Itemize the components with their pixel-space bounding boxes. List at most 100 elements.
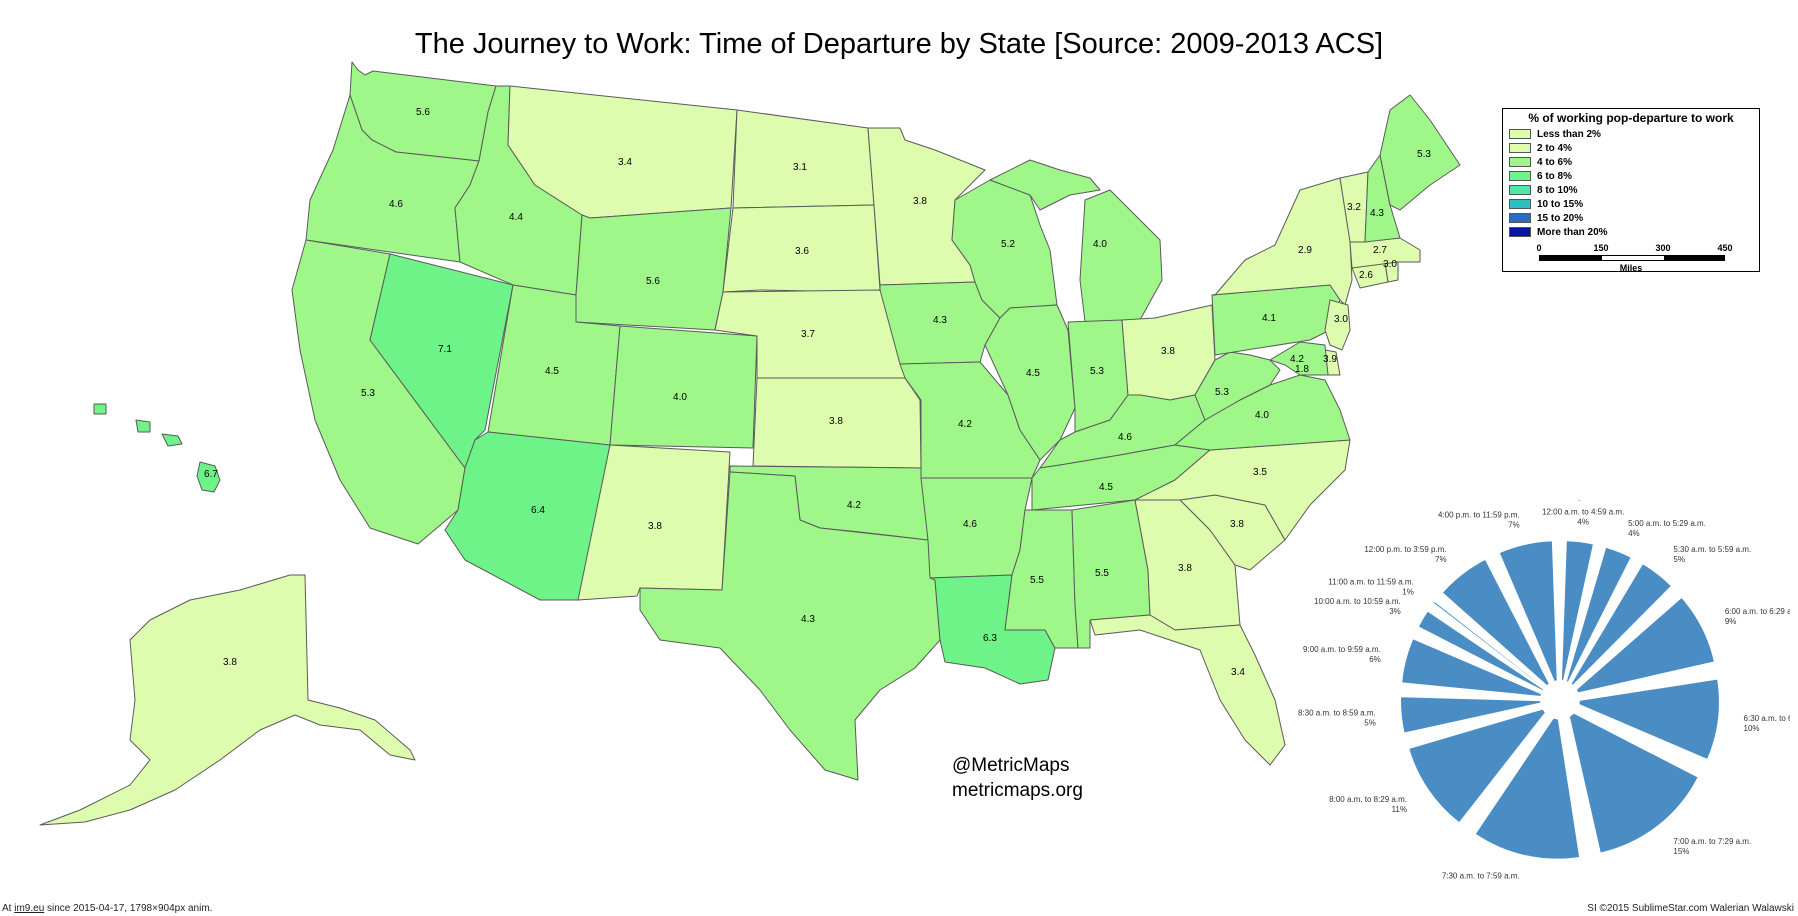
label-PA: 4.1	[1262, 313, 1276, 324]
legend-label: 6 to 8%	[1537, 170, 1573, 182]
legend-swatch	[1509, 157, 1531, 167]
state-MI-UP	[989, 159, 1101, 211]
state-NH	[1364, 154, 1401, 243]
legend-label: Less than 2%	[1537, 128, 1601, 140]
pie-slice	[1402, 639, 1541, 696]
legend-item: 2 to 4%	[1509, 141, 1753, 155]
legend-label: 4 to 6%	[1537, 156, 1573, 168]
state-HI-oahu	[135, 419, 151, 433]
label-DE: 3.9	[1323, 354, 1337, 365]
label-IA: 4.3	[933, 315, 947, 326]
state-TX	[639, 471, 941, 781]
label-NH: 4.3	[1370, 208, 1384, 219]
pie-slice	[1434, 602, 1545, 688]
state-MO	[899, 361, 1041, 479]
departure-time-pie-chart: 12:00 a.m. to 4:59 a.m.4% 5:00 a.m. to 5:…	[1298, 500, 1790, 880]
pie-slice-label: 12:00 p.m. to 3:59 p.m.	[1364, 545, 1446, 554]
state-AK	[39, 574, 416, 826]
label-OK: 4.2	[847, 500, 861, 511]
footer-link[interactable]: im9.eu	[14, 903, 45, 914]
pie-slice	[1571, 564, 1671, 685]
pie-slice-label: 12:00 a.m. to 4:59 a.m.	[1542, 507, 1624, 516]
pie-slice-percent: 4%	[1628, 529, 1640, 538]
label-LA: 6.3	[983, 633, 997, 644]
footer-left: At im9.eu since 2015-04-17, 1798×904px a…	[2, 903, 212, 914]
state-MI	[1079, 189, 1163, 323]
state-HI-big	[196, 461, 221, 493]
state-CO	[609, 325, 758, 449]
label-MS: 5.5	[1030, 575, 1044, 586]
state-FL	[1089, 614, 1286, 766]
pie-slice-label: 7:00 a.m. to 7:29 a.m.	[1673, 837, 1751, 846]
state-NJ	[1324, 299, 1351, 351]
scale-tick-label: 0	[1536, 243, 1542, 253]
pie-slice-percent: 6%	[1369, 655, 1381, 664]
footer-right: SI ©2015 SublimeStar.com Walerian Walaws…	[1587, 903, 1794, 914]
pie-slice-percent: 5%	[1673, 555, 1685, 564]
label-DC: 1.8	[1295, 364, 1309, 375]
legend-label: 10 to 15%	[1537, 198, 1584, 210]
label-MD: 4.2	[1290, 354, 1304, 365]
label-CA: 5.3	[361, 388, 375, 399]
label-IN: 5.3	[1090, 366, 1104, 377]
label-RI: 3.0	[1383, 259, 1397, 270]
pie-slice-label: 7:30 a.m. to 7:59 a.m.	[1442, 872, 1520, 880]
label-NM: 3.8	[648, 521, 662, 532]
pie-slice-percent: 7%	[1435, 555, 1447, 564]
pie-slice-percent: 4%	[1577, 517, 1589, 526]
label-AL: 5.5	[1095, 568, 1109, 579]
state-IL	[984, 304, 1076, 461]
label-CO: 4.0	[673, 392, 687, 403]
scale-tick-label: 150	[1593, 243, 1609, 253]
legend-swatch	[1509, 199, 1531, 209]
label-KS: 3.8	[829, 416, 843, 427]
legend-label: 2 to 4%	[1537, 142, 1573, 154]
label-OR: 4.6	[389, 199, 403, 210]
pie-slice-label: 4:00 p.m. to 11:59 p.m.	[1438, 510, 1520, 519]
scale-tick-label: 300	[1655, 243, 1671, 253]
credit-handle: @MetricMaps	[952, 755, 1070, 776]
legend: % of working pop-departure to work Less …	[1502, 108, 1760, 273]
label-FL: 3.4	[1231, 667, 1245, 678]
label-TN: 4.5	[1099, 482, 1113, 493]
legend-item: 15 to 20%	[1509, 211, 1753, 225]
pie-slice	[1442, 559, 1549, 685]
label-AZ: 6.4	[531, 505, 545, 516]
legend-swatch	[1509, 213, 1531, 223]
pie-slice-label: 6:00 a.m. to 6:29 a.m.	[1725, 607, 1790, 616]
scale-unit: Miles	[1619, 263, 1643, 273]
legend-item: 8 to 10%	[1509, 183, 1753, 197]
map-title: The Journey to Work: Time of Departure b…	[414, 28, 1384, 60]
label-NJ: 3.0	[1334, 314, 1348, 325]
pie-slice	[1561, 541, 1593, 681]
pie-slice-percent: 1%	[1402, 588, 1414, 597]
credit-site: metricmaps.org	[952, 780, 1083, 801]
label-MN: 3.8	[913, 196, 927, 207]
label-MI: 4.0	[1093, 239, 1107, 250]
scale-bar-graphic	[1539, 255, 1725, 261]
state-MD	[1269, 341, 1329, 376]
label-MT: 3.4	[618, 157, 632, 168]
pie-slice	[1401, 697, 1541, 733]
label-VA: 4.0	[1255, 410, 1269, 421]
pie-slice	[1409, 709, 1545, 823]
label-SC: 3.8	[1230, 519, 1244, 530]
state-ND	[732, 109, 875, 209]
label-UT: 4.5	[545, 366, 559, 377]
pie-slice-percent: 10%	[1744, 724, 1760, 733]
label-WA: 5.6	[416, 107, 430, 118]
legend-swatch	[1509, 129, 1531, 139]
pie-slice-percent: 15%	[1673, 847, 1689, 856]
pie-slice-label: 11:00 a.m. to 11:59 a.m.	[1328, 578, 1414, 587]
label-NE: 3.7	[801, 329, 815, 340]
pie-slice	[1579, 679, 1719, 759]
legend-item: 10 to 15%	[1509, 197, 1753, 211]
pie-slice-label: 8:00 a.m. to 8:29 a.m.	[1329, 795, 1407, 804]
state-HI-maui	[161, 433, 183, 447]
state-WY	[575, 207, 732, 331]
legend-title: % of working pop-departure to work	[1528, 111, 1734, 125]
label-NC: 3.5	[1253, 467, 1267, 478]
label-NV: 7.1	[438, 344, 452, 355]
legend-swatch	[1509, 185, 1531, 195]
